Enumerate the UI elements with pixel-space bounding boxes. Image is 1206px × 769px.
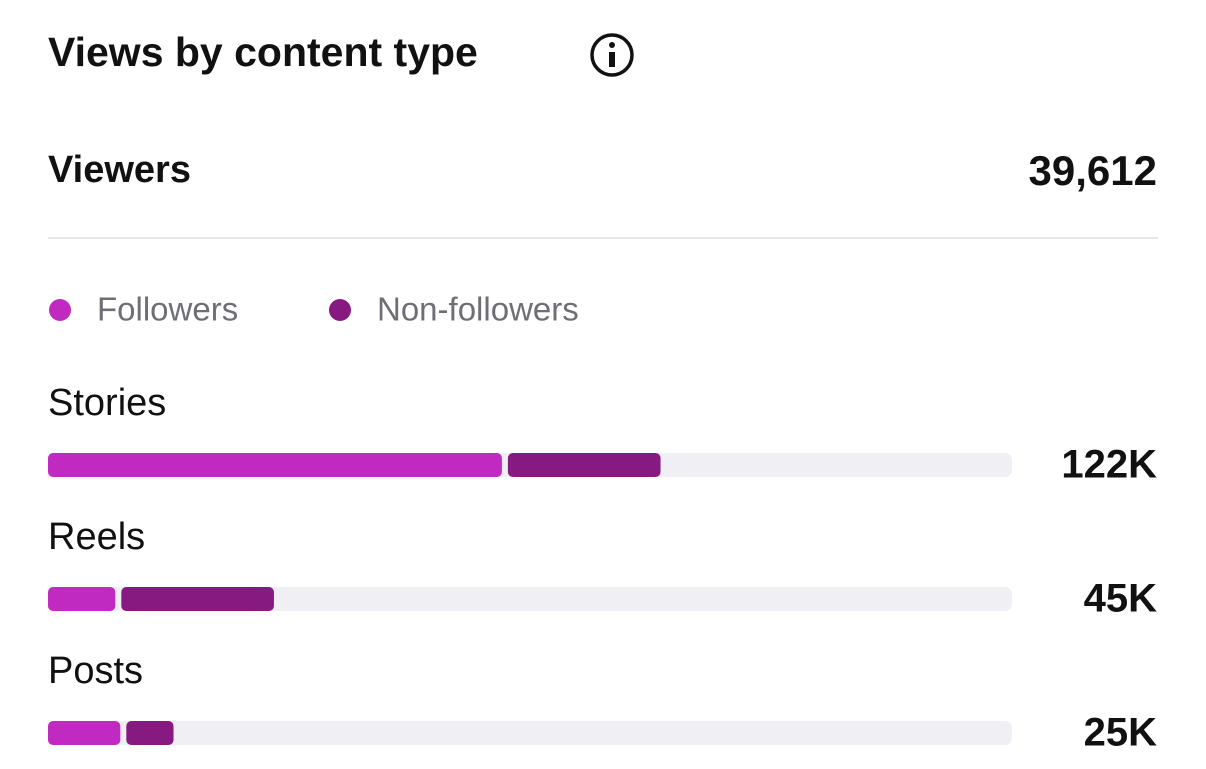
info-circle[interactable] [590,33,634,77]
total-label: 45K [1084,577,1157,621]
total-label: 122K [1061,443,1157,487]
bar-track [48,587,1012,611]
category-label: Posts [48,650,143,692]
bar-track [48,721,1012,745]
info-dot[interactable] [609,42,615,48]
viewers-label: Viewers [48,149,191,191]
bar-segment [48,587,116,611]
category-label: Reels [48,516,145,558]
info-icon[interactable] [590,33,634,77]
bar-segment [507,453,661,477]
bar-segment [121,587,274,611]
category-label: Stories [48,382,166,424]
viewers-value: 39,612 [1029,147,1157,194]
legend-label: Non-followers [377,291,579,328]
legend-dot [329,299,351,321]
bar-segment [126,721,174,745]
bar-segment [48,453,502,477]
legend-dot [49,299,71,321]
legend-label: Followers [97,291,238,328]
info-stem[interactable] [609,52,615,67]
total-label: 25K [1084,711,1157,755]
bar-segment [48,721,121,745]
title: Views by content type [48,29,478,75]
